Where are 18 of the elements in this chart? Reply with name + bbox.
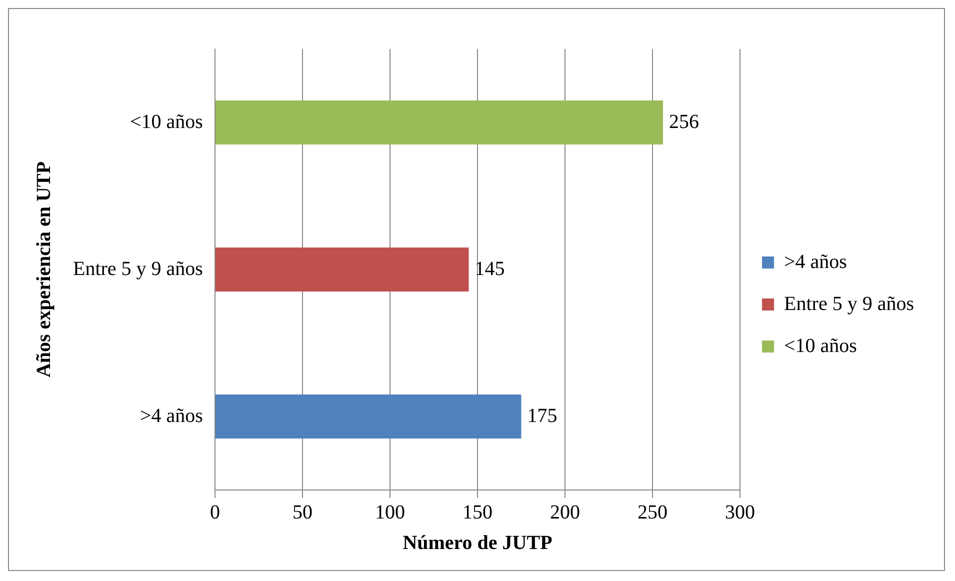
y-axis-title: Años experiencia en UTP bbox=[33, 161, 56, 378]
x-tick-label: 150 bbox=[462, 501, 492, 524]
legend-label: <10 años bbox=[784, 334, 858, 357]
x-tick-label: 200 bbox=[550, 501, 580, 524]
x-tick-label: 100 bbox=[374, 501, 405, 524]
data-label: 256 bbox=[669, 110, 700, 133]
x-tick-label: 0 bbox=[210, 501, 220, 524]
data-label: 145 bbox=[474, 258, 505, 280]
y-tick-label: >4 años bbox=[140, 404, 204, 427]
y-tick-label: Entre 5 y 9 años bbox=[72, 258, 204, 280]
data-label: 175 bbox=[527, 404, 558, 427]
x-tick-label: 50 bbox=[292, 501, 312, 524]
x-tick-label: 300 bbox=[725, 501, 756, 524]
x-axis-title: Número de JUTP bbox=[402, 532, 552, 554]
legend-label: >4 años bbox=[784, 250, 848, 273]
x-tick-label: 250 bbox=[638, 501, 668, 524]
legend-label: Entre 5 y 9 años bbox=[784, 292, 914, 315]
y-tick-label: <10 años bbox=[130, 110, 204, 133]
